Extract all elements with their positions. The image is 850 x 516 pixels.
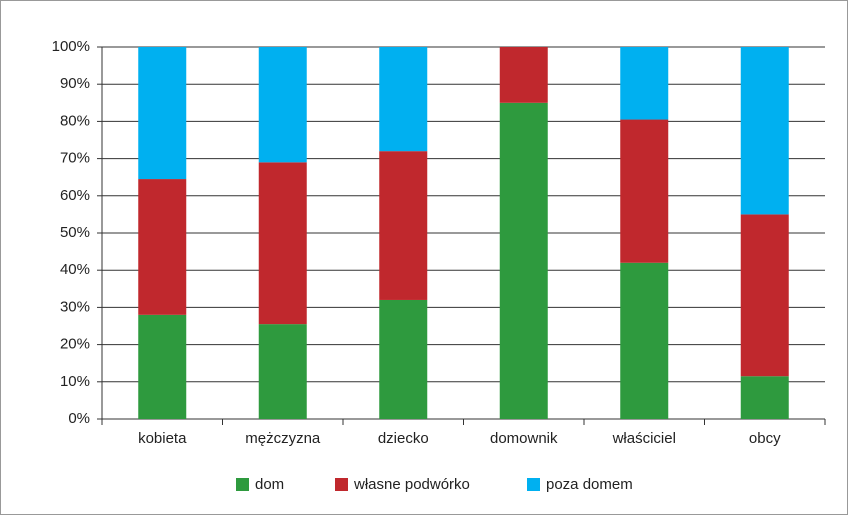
y-tick-label: 50%: [60, 224, 90, 241]
bar-segment: [138, 179, 187, 315]
bar-segment: [740, 214, 789, 377]
y-tick-label: 90%: [60, 75, 90, 92]
bar-segment: [258, 324, 307, 419]
y-tick-label: 70%: [60, 150, 90, 167]
x-tick-label: właściciel: [612, 430, 676, 447]
x-tick-label: dziecko: [378, 430, 429, 447]
legend-swatch: [527, 478, 540, 491]
legend-label: własne podwórko: [353, 476, 470, 493]
y-tick-label: 80%: [60, 112, 90, 129]
y-tick-label: 0%: [68, 410, 90, 427]
bar-segment: [258, 162, 307, 325]
x-tick-label: obcy: [749, 430, 781, 447]
x-tick-label: domownik: [490, 430, 558, 447]
bar-segment: [379, 151, 428, 300]
bar-segment: [620, 119, 669, 263]
bar-segment: [740, 47, 789, 215]
bar-segment: [379, 299, 428, 419]
y-tick-label: 10%: [60, 373, 90, 390]
y-tick-label: 100%: [52, 38, 90, 55]
bar-segment: [499, 47, 548, 103]
bar-segment: [620, 47, 669, 120]
legend-label: dom: [255, 476, 284, 493]
legend-label: poza domem: [546, 476, 633, 493]
legend-swatch: [335, 478, 348, 491]
bar-segment: [620, 262, 669, 419]
bar-segment: [499, 102, 548, 420]
y-tick-label: 20%: [60, 336, 90, 353]
x-tick-label: mężczyzna: [245, 430, 321, 447]
y-tick-label: 30%: [60, 298, 90, 315]
legend-swatch: [236, 478, 249, 491]
bar-segment: [138, 314, 187, 419]
bar-segment: [258, 47, 307, 163]
y-tick-label: 60%: [60, 187, 90, 204]
bar-segment: [740, 376, 789, 419]
x-tick-label: kobieta: [138, 430, 187, 447]
y-tick-label: 40%: [60, 261, 90, 278]
bar-segment: [379, 47, 428, 152]
bar-segment: [138, 47, 187, 180]
